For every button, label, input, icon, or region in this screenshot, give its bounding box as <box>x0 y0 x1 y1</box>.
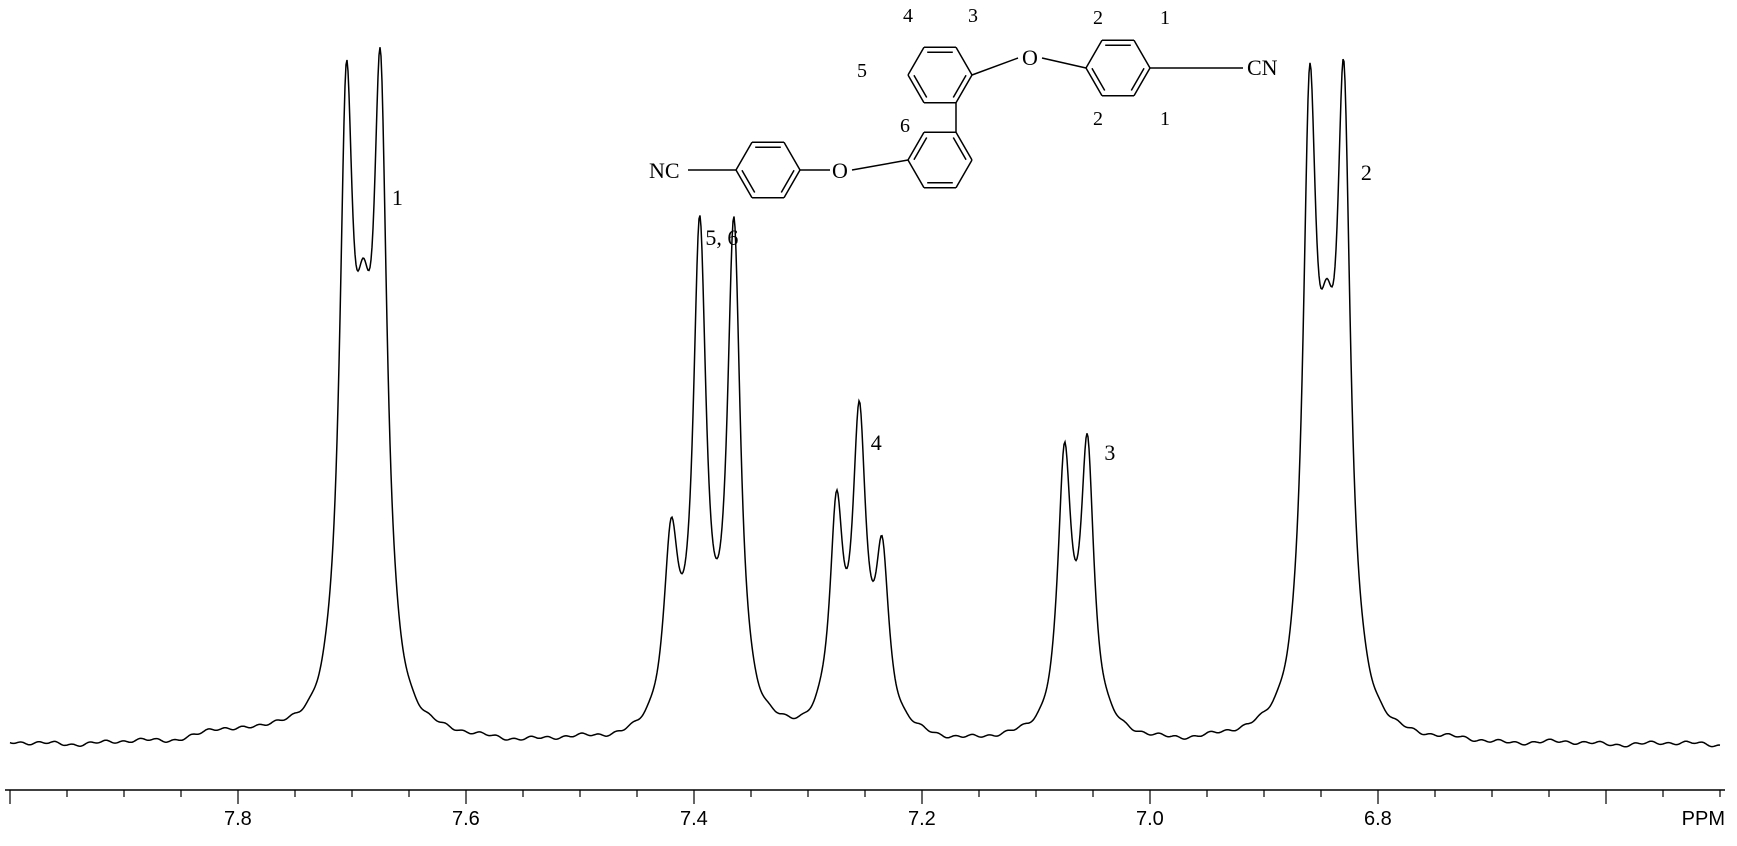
peak-label-2: 2 <box>1361 160 1372 186</box>
peak-label-1: 1 <box>392 185 403 211</box>
peak-label-4: 4 <box>871 430 882 456</box>
tick-label: 7.2 <box>908 808 936 831</box>
mol-label-6: 6 <box>900 115 910 138</box>
mol-label-5: 5 <box>857 60 867 83</box>
axis-title: PPM <box>1682 808 1725 831</box>
mol-atom-o-right: O <box>1022 45 1038 71</box>
mol-label-4: 4 <box>903 5 913 28</box>
mol-atom-cn: CN <box>1247 55 1278 81</box>
tick-label: 6.8 <box>1364 808 1392 831</box>
peak-label-56: 5, 6 <box>705 225 738 251</box>
peak-label-3: 3 <box>1104 440 1115 466</box>
mol-atom-o-left: O <box>832 158 848 184</box>
mol-label-2-top: 2 <box>1093 7 1103 30</box>
tick-label: 7.6 <box>452 808 480 831</box>
mol-label-2-bot: 2 <box>1093 108 1103 131</box>
mol-label-3: 3 <box>968 5 978 28</box>
mol-atom-nc: NC <box>649 158 680 184</box>
mol-label-1-bot: 1 <box>1160 108 1170 131</box>
nmr-figure: 1 5, 6 4 3 2 7.8 7.6 7.4 7.2 7.0 6.8 PPM… <box>0 0 1737 846</box>
mol-label-1-top: 1 <box>1160 7 1170 30</box>
tick-label: 7.0 <box>1136 808 1164 831</box>
tick-label: 7.4 <box>680 808 708 831</box>
tick-label: 7.8 <box>224 808 252 831</box>
molecular-structure <box>0 0 1737 846</box>
